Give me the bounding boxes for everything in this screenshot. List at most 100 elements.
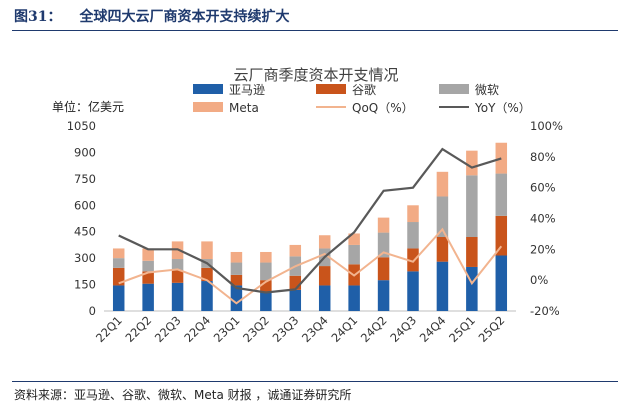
bar-segment-meta <box>348 233 360 245</box>
bar-segment-amazon <box>289 289 302 311</box>
legend-label: QoQ（%） <box>352 101 414 115</box>
bar-segment-meta <box>201 241 213 260</box>
bar-segment-google <box>436 237 449 262</box>
x-tick-label: 24Q1 <box>328 313 360 345</box>
right-tick-label: 20% <box>530 242 556 256</box>
bar-segment-google <box>377 257 390 281</box>
bottom-rule <box>12 381 618 382</box>
bar-segment-meta <box>436 171 449 197</box>
legend-label: 微软 <box>475 83 499 97</box>
bar-segment-microsoft <box>348 244 360 265</box>
bar-segment-google <box>407 248 419 272</box>
left-tick-label: 900 <box>74 145 96 159</box>
left-tick-label: 150 <box>74 278 96 292</box>
left-tick-label: 600 <box>74 198 96 212</box>
bar-segment-amazon <box>495 255 508 311</box>
bars <box>112 142 508 311</box>
legend-label: YoY（%） <box>474 101 531 115</box>
bar-segment-meta <box>407 205 419 223</box>
bar-segment-meta <box>112 248 125 259</box>
bar-segment-meta <box>289 244 302 257</box>
x-tick-label: 22Q4 <box>181 313 213 345</box>
x-tick-label: 24Q3 <box>387 313 419 345</box>
right-tick-label: -20% <box>530 304 560 318</box>
bar-segment-microsoft <box>407 222 419 249</box>
bar-segment-meta <box>495 142 508 174</box>
x-tick-label: 24Q4 <box>417 313 449 345</box>
source-note: 资料来源：亚马逊、谷歌、微软、Meta 财报 ，诚通证券研究所 <box>14 388 352 402</box>
bar-segment-amazon <box>318 285 331 311</box>
qoq-line <box>118 227 503 305</box>
x-tick-label: 23Q4 <box>299 313 331 345</box>
bar-segment-meta <box>230 251 243 263</box>
bar-segment-amazon <box>260 291 272 311</box>
bar-segment-microsoft <box>260 262 272 281</box>
legend-swatch <box>193 102 223 112</box>
bar-segment-amazon <box>348 285 360 311</box>
x-tick-label: 23Q2 <box>240 313 272 345</box>
bar-segment-google <box>142 271 154 284</box>
legend-swatch <box>439 84 469 94</box>
bar-segment-google <box>466 237 478 267</box>
x-tick-label: 24Q2 <box>358 313 390 345</box>
bar-segment-google <box>201 267 213 282</box>
bar-segment-amazon <box>112 285 125 311</box>
bar-segment-amazon <box>142 283 154 311</box>
right-axis: -20% 0% 20% 40% 60% 80% 100% <box>530 119 563 318</box>
bar-segment-amazon <box>466 266 478 311</box>
left-axis: 0 150 300 450 600 750 900 1050 <box>67 119 516 318</box>
x-tick-label: 23Q3 <box>270 313 302 345</box>
bar-segment-amazon <box>436 261 449 311</box>
right-tick-label: 40% <box>530 212 556 226</box>
left-tick-label: 1050 <box>67 119 96 133</box>
bar-segment-meta <box>318 235 331 249</box>
bar-segment-microsoft <box>466 175 478 237</box>
right-tick-label: 0% <box>530 273 548 287</box>
legend-label: 亚马逊 <box>229 83 265 97</box>
yoy-line <box>118 147 502 294</box>
bar-segment-meta <box>142 248 154 261</box>
bar-segment-google <box>112 267 125 286</box>
bar-segment-microsoft <box>171 259 184 271</box>
bar-segment-amazon <box>171 282 184 311</box>
bar-segment-google <box>260 280 272 292</box>
bar-segment-google <box>230 274 243 286</box>
bar-segment-microsoft <box>495 173 508 216</box>
bar-segment-google <box>495 215 508 256</box>
unit-label: 单位：亿美元 <box>52 99 124 114</box>
figure-number: 图31： <box>14 9 62 25</box>
bar-segment-microsoft <box>142 260 154 272</box>
bar-segment-amazon <box>201 281 213 311</box>
x-tick-label: 22Q1 <box>93 313 125 345</box>
legend: 亚马逊 谷歌 微软 Meta QoQ（%） YoY（%） <box>193 82 531 115</box>
x-tick-label: 25Q1 <box>446 313 478 345</box>
left-tick-label: 0 <box>89 304 96 318</box>
x-tick-label: 22Q3 <box>152 313 184 345</box>
left-tick-label: 450 <box>74 225 96 239</box>
top-rule <box>12 30 618 31</box>
x-tick-label: 23Q1 <box>211 313 243 345</box>
figure-title: 图31： 全球四大云厂商资本开支持续扩大 <box>14 6 289 26</box>
bar-segment-microsoft <box>230 262 243 275</box>
legend-swatch <box>193 84 223 94</box>
bar-segment-microsoft <box>112 258 125 268</box>
bar-segment-meta <box>466 150 478 176</box>
x-axis-labels: 22Q122Q222Q322Q423Q123Q223Q323Q424Q124Q2… <box>93 313 507 345</box>
right-tick-label: 80% <box>530 150 556 164</box>
legend-label: Meta <box>229 101 259 115</box>
capex-chart: 云厂商季度资本开支情况 亚马逊 谷歌 微软 Meta QoQ（%） YoY（%） 单位：亿… <box>52 66 563 345</box>
bar-segment-microsoft <box>436 196 449 237</box>
x-tick-label: 25Q2 <box>476 313 508 345</box>
bar-segment-google <box>318 266 331 286</box>
figure-title-text: 全球四大云厂商资本开支持续扩大 <box>79 9 290 25</box>
bar-segment-google <box>289 275 302 290</box>
bar-segment-meta <box>377 217 390 233</box>
bar-segment-meta <box>260 251 272 263</box>
x-tick-label: 22Q2 <box>122 313 154 345</box>
legend-label: 谷歌 <box>352 82 376 97</box>
bar-segment-amazon <box>230 285 243 311</box>
legend-swatch <box>316 84 346 94</box>
chart-title: 云厂商季度资本开支情况 <box>233 66 398 84</box>
bar-segment-google <box>171 270 184 283</box>
bar-segment-microsoft <box>377 232 390 258</box>
